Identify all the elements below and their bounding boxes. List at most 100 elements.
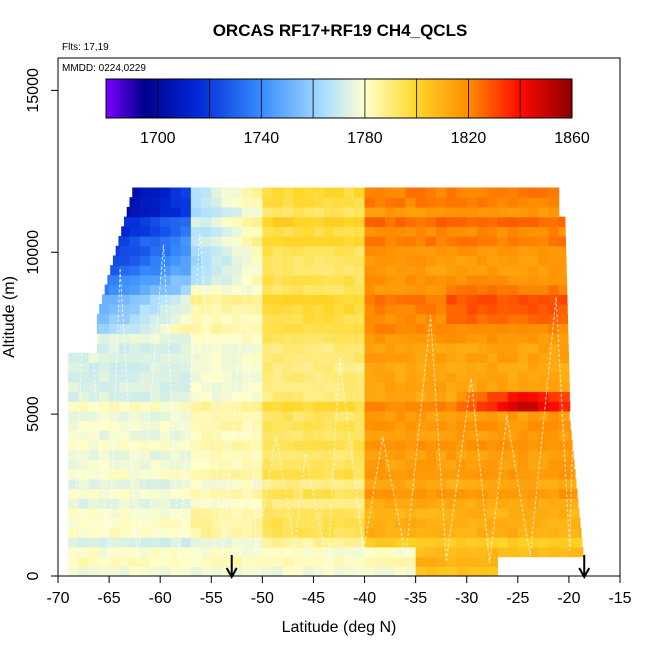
heatmap-cell [364, 274, 376, 286]
heatmap-cell [262, 226, 274, 237]
heatmap-cell [364, 488, 376, 499]
heatmap-cell [333, 313, 345, 325]
heatmap-cell [201, 440, 212, 451]
colorbar-tick-label: 1820 [451, 130, 487, 147]
heatmap-cell [538, 372, 550, 383]
heatmap-cell [405, 352, 417, 363]
heatmap-cell [354, 274, 366, 286]
heatmap-cell [517, 362, 529, 373]
heatmap-cell [528, 236, 539, 247]
heatmap-cell [201, 255, 212, 266]
colorbar-swatch [175, 79, 179, 118]
heatmap-cell [180, 430, 192, 441]
heatmap-cell [78, 449, 90, 461]
heatmap-cell [303, 294, 315, 305]
heatmap-cell [528, 313, 539, 325]
heatmap-cell [303, 323, 315, 334]
heatmap-cell [374, 566, 386, 577]
heatmap-cell [364, 440, 376, 451]
heatmap-cell [272, 381, 284, 393]
heatmap-cell [507, 488, 519, 499]
heatmap-cell [272, 245, 284, 257]
heatmap-cell [272, 508, 284, 519]
heatmap-cell [262, 449, 274, 461]
heatmap-cell [149, 274, 161, 286]
heatmap-cell [456, 216, 468, 227]
colorbar-swatch [121, 79, 125, 118]
heatmap-cell [170, 469, 182, 480]
heatmap-cell [344, 410, 355, 422]
heatmap-cell [487, 226, 498, 237]
heatmap-cell [303, 420, 315, 431]
colorbar-swatch [339, 79, 343, 118]
heatmap-cell [190, 333, 202, 344]
heatmap-cell [201, 410, 212, 422]
heatmap-cell [221, 391, 233, 402]
colorbar-swatch [276, 79, 280, 118]
heatmap-cell [293, 381, 304, 393]
heatmap-cell [466, 449, 478, 461]
heatmap-cell [139, 478, 151, 490]
heatmap-cell [333, 449, 345, 461]
heatmap-cell [221, 216, 233, 227]
heatmap-cell [109, 352, 120, 363]
colorbar-swatch [139, 79, 143, 118]
heatmap-cell [88, 478, 100, 490]
heatmap-cell [221, 537, 233, 548]
heatmap-cell [456, 197, 468, 208]
colorbar-swatch [362, 79, 366, 118]
heatmap-cell [180, 216, 192, 227]
heatmap-cell [446, 459, 458, 470]
heatmap-cell [507, 342, 519, 354]
heatmap-cell [436, 449, 447, 461]
heatmap-cell [354, 197, 366, 208]
heatmap-cell [528, 323, 539, 334]
heatmap-cell [333, 323, 345, 334]
heatmap-cell [272, 352, 284, 363]
colorbar-swatch [517, 79, 521, 118]
heatmap-cell [293, 304, 304, 315]
heatmap-cell [98, 556, 110, 567]
heatmap-cell [384, 459, 396, 470]
heatmap-cell [170, 517, 182, 529]
heatmap-cell [170, 313, 182, 325]
heatmap-cell [558, 401, 570, 412]
heatmap-cell [487, 508, 498, 519]
heatmap-cell [78, 381, 90, 393]
heatmap-cell [78, 362, 90, 373]
heatmap-cell [160, 478, 171, 490]
colorbar-swatch [553, 79, 557, 118]
heatmap-cell [538, 265, 550, 276]
heatmap-cell [98, 440, 110, 451]
heatmap-cell [252, 517, 263, 529]
heatmap-cell [98, 381, 110, 393]
heatmap-cell [211, 362, 223, 373]
heatmap-cell [528, 537, 539, 548]
heatmap-cell [96, 313, 100, 325]
heatmap-cell [395, 372, 407, 383]
colorbar-swatch [380, 79, 384, 118]
heatmap-cell [68, 517, 80, 529]
heatmap-cell [282, 556, 294, 567]
heatmap-cell [231, 401, 243, 412]
heatmap-cell [466, 391, 478, 402]
heatmap-cell [476, 391, 488, 402]
heatmap-cell [109, 440, 120, 451]
heatmap-cell [415, 265, 427, 276]
heatmap-cell [231, 556, 243, 567]
heatmap-cell [149, 527, 161, 538]
heatmap-cell [344, 197, 355, 208]
heatmap-cell [507, 294, 519, 305]
heatmap-cell [405, 546, 417, 558]
heatmap-cell [456, 517, 468, 529]
heatmap-cell [109, 391, 120, 402]
heatmap-cell [436, 333, 447, 344]
heatmap-cell [384, 488, 396, 499]
heatmap-cell [201, 313, 212, 325]
heatmap-cell [119, 566, 131, 577]
heatmap-cell [201, 274, 212, 286]
heatmap-cell [374, 546, 386, 558]
heatmap-cell [303, 362, 315, 373]
heatmap-cell [313, 197, 325, 208]
heatmap-cell [170, 245, 182, 257]
